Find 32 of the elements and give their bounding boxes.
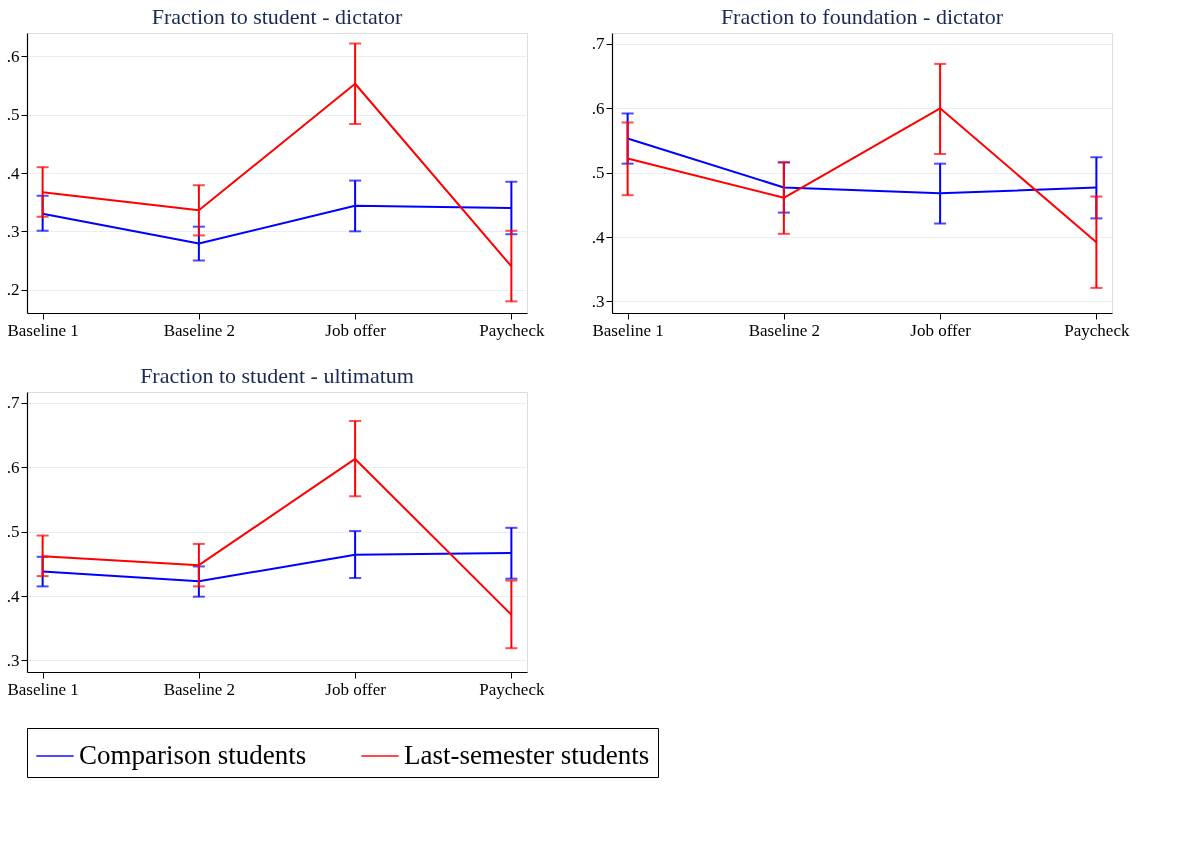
x-tick-label: Paycheck <box>479 679 545 699</box>
y-tick-label: .5 <box>6 522 20 542</box>
legend-label: Comparison students <box>79 740 307 770</box>
y-tick-label: .7 <box>6 393 20 413</box>
x-tick-label: Paycheck <box>479 320 545 340</box>
y-tick-label: .7 <box>591 34 605 54</box>
x-tick-label: Baseline 2 <box>163 679 236 699</box>
x-tick-label: Baseline 1 <box>7 679 79 699</box>
y-tick-label: .4 <box>6 163 20 183</box>
x-tick-label: Job offer <box>910 320 972 340</box>
y-tick-label: .5 <box>6 105 20 125</box>
y-tick-label: .3 <box>6 221 20 241</box>
y-tick-label: .4 <box>6 586 20 606</box>
legend-label: Last-semester students <box>404 740 650 770</box>
chart-title: Fraction to student - dictator <box>151 4 403 29</box>
y-tick-label: .3 <box>591 291 605 311</box>
y-tick-label: .2 <box>6 280 20 300</box>
x-tick-label: Baseline 2 <box>748 320 821 340</box>
x-tick-label: Baseline 1 <box>7 320 79 340</box>
x-tick-label: Job offer <box>325 679 387 699</box>
y-tick-label: .5 <box>591 163 605 183</box>
y-tick-label: .4 <box>591 227 605 247</box>
y-tick-label: .6 <box>6 457 20 477</box>
chart-title: Fraction to foundation - dictator <box>720 4 1004 29</box>
x-tick-label: Baseline 2 <box>163 320 236 340</box>
y-tick-label: .6 <box>6 46 20 66</box>
x-tick-label: Paycheck <box>1064 320 1130 340</box>
y-tick-label: .6 <box>591 98 605 118</box>
x-tick-label: Baseline 1 <box>592 320 664 340</box>
y-tick-label: .3 <box>6 650 20 670</box>
x-tick-label: Job offer <box>325 320 387 340</box>
chart-title: Fraction to student - ultimatum <box>140 363 414 388</box>
